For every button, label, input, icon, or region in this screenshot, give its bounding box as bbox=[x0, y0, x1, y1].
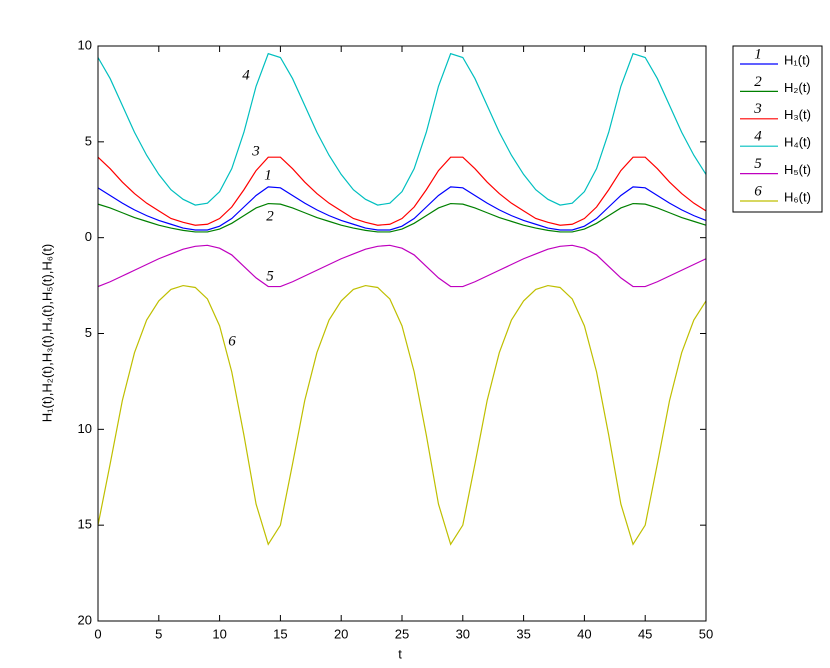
x-tick-label: 35 bbox=[516, 626, 530, 641]
curve-label: 2 bbox=[266, 208, 274, 224]
x-tick-label: 25 bbox=[395, 626, 409, 641]
x-tick-label: 20 bbox=[334, 626, 348, 641]
curve-label: 3 bbox=[251, 143, 260, 159]
x-tick-label: 5 bbox=[155, 626, 162, 641]
x-tick-label: 45 bbox=[638, 626, 652, 641]
x-tick-label: 15 bbox=[273, 626, 287, 641]
legend-number: 1 bbox=[754, 46, 762, 62]
x-tick-label: 0 bbox=[94, 626, 101, 641]
legend-number: 6 bbox=[754, 183, 762, 199]
y-tick-label: 5 bbox=[85, 133, 92, 148]
legend-label: H₃(t) bbox=[784, 107, 811, 122]
legend-box bbox=[732, 45, 823, 213]
legend-number: 5 bbox=[754, 156, 762, 172]
legend-label: H₂(t) bbox=[784, 80, 811, 95]
series-line bbox=[97, 156, 707, 226]
series-line bbox=[97, 52, 707, 206]
x-tick-label: 40 bbox=[577, 626, 591, 641]
y-tick-label: 5 bbox=[85, 325, 92, 340]
legend-number: 2 bbox=[754, 74, 762, 90]
y-axis-label: H₁(t),H₂(t),H₃(t),H₄(t),H₅(t),H₆(t) bbox=[39, 244, 54, 423]
y-tick-label: 20 bbox=[78, 612, 92, 627]
y-tick-label: 0 bbox=[85, 229, 92, 244]
series-line bbox=[97, 284, 707, 546]
series-line bbox=[97, 186, 707, 231]
curve-label: 1 bbox=[264, 167, 272, 183]
series-line bbox=[97, 202, 707, 233]
curve-label: 5 bbox=[266, 268, 274, 284]
x-axis-label: t bbox=[398, 646, 402, 661]
x-tick-label: 50 bbox=[699, 626, 713, 641]
curve-label: 6 bbox=[228, 333, 236, 349]
series-line bbox=[97, 244, 707, 288]
y-tick-label: 15 bbox=[78, 517, 92, 532]
plot-frame bbox=[97, 45, 707, 622]
legend-label: H₅(t) bbox=[784, 162, 811, 177]
y-tick-label: 10 bbox=[78, 37, 92, 52]
legend-label: H₆(t) bbox=[784, 189, 811, 204]
x-tick-label: 30 bbox=[456, 626, 470, 641]
legend-number: 4 bbox=[754, 129, 762, 145]
x-tick-label: 10 bbox=[212, 626, 226, 641]
legend-label: H₁(t) bbox=[784, 52, 810, 67]
y-tick-label: 10 bbox=[78, 421, 92, 436]
curve-label: 4 bbox=[242, 67, 250, 83]
legend-label: H₄(t) bbox=[784, 135, 811, 150]
legend-number: 3 bbox=[753, 101, 762, 117]
